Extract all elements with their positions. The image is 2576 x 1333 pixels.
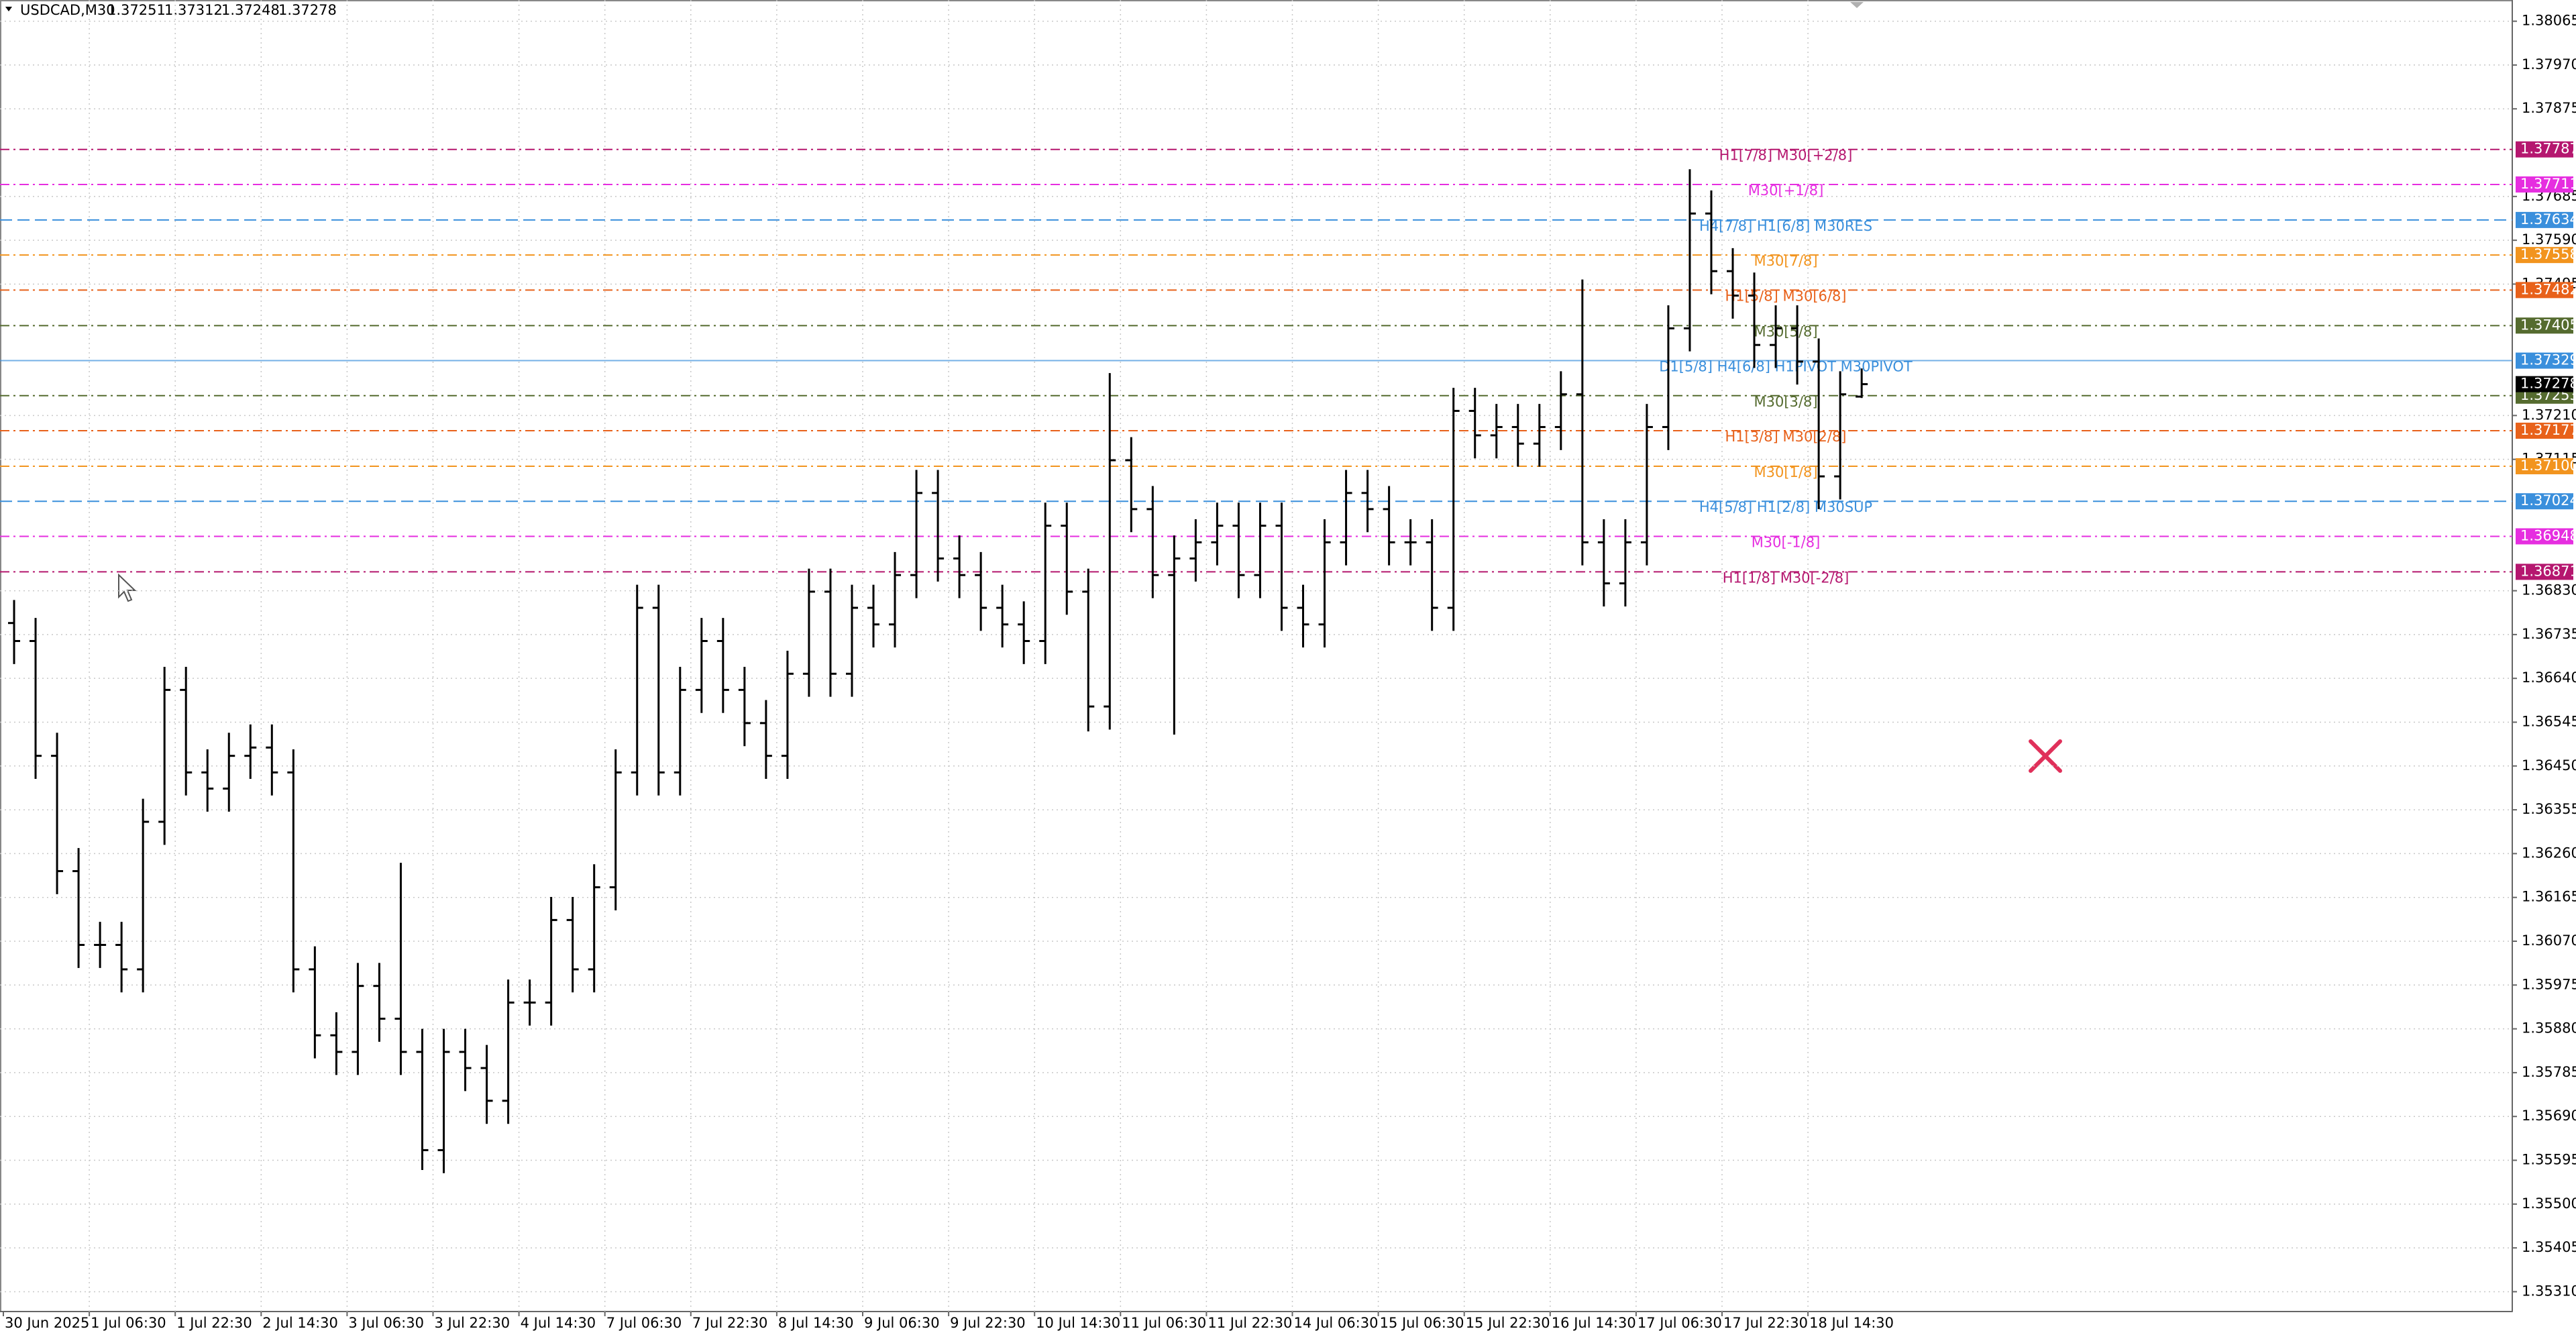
price-tag xyxy=(2516,564,2573,580)
level-label: H1[1/8] M30[-2/8] xyxy=(1723,570,1849,586)
cross-stroke xyxy=(2029,739,2062,773)
level-label: M30[3/8] xyxy=(1754,394,1817,410)
price-tag xyxy=(2516,176,2573,193)
x-tick-label: 16 Jul 14:30 xyxy=(1552,1315,1636,1331)
y-tick-label: 1.35500 xyxy=(2522,1195,2576,1212)
quote-open: 1.37251 xyxy=(107,2,166,18)
price-tag xyxy=(2516,211,2573,228)
level-label: H4[5/8] H1[2/8] M30SUP xyxy=(1699,499,1872,515)
price-tag xyxy=(2516,458,2573,474)
x-tick-label: 3 Jul 06:30 xyxy=(348,1315,424,1331)
x-tick-label: 4 Jul 14:30 xyxy=(521,1315,596,1331)
price-tag xyxy=(2516,141,2573,158)
level-label: H4[7/8] H1[6/8] M30RES xyxy=(1699,218,1872,234)
y-tick-label: 1.35405 xyxy=(2522,1239,2576,1255)
level-label: M30[+1/8] xyxy=(1748,182,1824,199)
y-tick-label: 1.36260 xyxy=(2522,845,2576,861)
price-tag-label: 1.36871 xyxy=(2520,563,2576,579)
y-tick-label: 1.37875 xyxy=(2522,100,2576,116)
y-tick-label: 1.36355 xyxy=(2522,801,2576,817)
x-tick-label: 11 Jul 22:30 xyxy=(1208,1315,1292,1331)
level-label: D1[5/8] H4[6/8] H1PIVOT M30PIVOT xyxy=(1659,359,1913,375)
y-tick-label: 1.36830 xyxy=(2522,582,2576,598)
quote-low: 1.37248 xyxy=(221,2,280,18)
y-tick-label: 1.37970 xyxy=(2522,56,2576,72)
level-label: M30[7/8] xyxy=(1754,253,1817,269)
x-tick-label: 14 Jul 06:30 xyxy=(1294,1315,1379,1331)
price-tag xyxy=(2516,528,2573,545)
level-label: H1[7/8] M30[+2/8] xyxy=(1719,148,1853,164)
x-tick-label: 8 Jul 14:30 xyxy=(778,1315,854,1331)
level-label: M30[1/8] xyxy=(1754,464,1817,480)
price-tag-label: 1.37634 xyxy=(2520,211,2576,227)
y-tick-label: 1.37210 xyxy=(2522,407,2576,423)
price-tag-label: 1.37482 xyxy=(2520,281,2576,297)
y-tick-label: 1.36640 xyxy=(2522,670,2576,686)
x-tick-label: 1 Jul 22:30 xyxy=(176,1315,252,1331)
price-tag-label: 1.37558 xyxy=(2520,246,2576,262)
x-tick-label: 30 Jun 2025 xyxy=(5,1315,89,1331)
price-tag-label: 1.37024 xyxy=(2520,492,2576,509)
x-tick-label: 15 Jul 22:30 xyxy=(1466,1315,1550,1331)
y-tick-label: 1.36735 xyxy=(2522,626,2576,642)
price-tag-label: 1.37329 xyxy=(2520,352,2576,368)
y-tick-label: 1.35310 xyxy=(2522,1283,2576,1299)
price-tag xyxy=(2516,282,2573,299)
menu-arrow xyxy=(5,7,12,11)
level-label: H1[3/8] M30[2/8] xyxy=(1725,429,1846,445)
price-tag xyxy=(2516,247,2573,264)
chart-title: USDCAD,M30 xyxy=(20,2,115,18)
last-price-label: 1.37278 xyxy=(2520,376,2576,392)
mouse-cursor xyxy=(118,573,137,602)
price-tag-label: 1.37405 xyxy=(2520,317,2576,333)
x-tick-label: 7 Jul 06:30 xyxy=(606,1315,682,1331)
x-tick-label: 17 Jul 06:30 xyxy=(1638,1315,1722,1331)
x-tick-label: 1 Jul 06:30 xyxy=(91,1315,166,1331)
level-label: M30[5/8] xyxy=(1754,323,1817,339)
y-tick-label: 1.38065 xyxy=(2522,13,2576,29)
y-tick-label: 1.37590 xyxy=(2522,231,2576,248)
price-tag-label: 1.37100 xyxy=(2520,458,2576,474)
last-price-tag xyxy=(2516,376,2573,392)
plot-frame xyxy=(0,0,2513,1312)
x-tick-label: 10 Jul 14:30 xyxy=(1036,1315,1120,1331)
y-tick-label: 1.35595 xyxy=(2522,1152,2576,1168)
x-tick-label: 7 Jul 22:30 xyxy=(692,1315,768,1331)
y-tick-label: 1.36070 xyxy=(2522,932,2576,949)
shift-marker xyxy=(1850,2,1864,8)
x-tick-label: 2 Jul 14:30 xyxy=(262,1315,338,1331)
price-tag-label: 1.37177 xyxy=(2520,422,2576,438)
x-tick-label: 9 Jul 06:30 xyxy=(864,1315,940,1331)
x-tick-label: 3 Jul 22:30 xyxy=(435,1315,511,1331)
x-tick-label: 15 Jul 06:30 xyxy=(1380,1315,1464,1331)
y-tick-label: 1.36450 xyxy=(2522,757,2576,774)
price-tag xyxy=(2516,493,2573,510)
price-tag-label: 1.37787 xyxy=(2520,141,2576,157)
y-tick-label: 1.36545 xyxy=(2522,713,2576,729)
quote-close: 1.37278 xyxy=(278,2,337,18)
y-tick-label: 1.35880 xyxy=(2522,1020,2576,1036)
x-tick-label: 9 Jul 22:30 xyxy=(950,1315,1026,1331)
price-tag-label: 1.36948 xyxy=(2520,527,2576,543)
y-tick-label: 1.35975 xyxy=(2522,976,2576,992)
x-tick-label: 18 Jul 14:30 xyxy=(1809,1315,1894,1331)
y-tick-label: 1.35690 xyxy=(2522,1108,2576,1124)
price-tag xyxy=(2516,352,2573,369)
price-tag-label: 1.37711 xyxy=(2520,176,2576,192)
y-tick-label: 1.35785 xyxy=(2522,1064,2576,1080)
x-tick-label: 11 Jul 06:30 xyxy=(1122,1315,1206,1331)
price-tag xyxy=(2516,423,2573,439)
close-cross xyxy=(2029,739,2062,773)
quote-high: 1.37312 xyxy=(164,2,223,18)
y-tick-label: 1.36165 xyxy=(2522,889,2576,905)
level-label: H1[5/8] M30[6/8] xyxy=(1725,288,1846,304)
x-tick-label: 17 Jul 22:30 xyxy=(1723,1315,1808,1331)
price-tag xyxy=(2516,317,2573,334)
price-bars xyxy=(8,169,1868,1173)
level-label: M30[-1/8] xyxy=(1752,534,1821,550)
